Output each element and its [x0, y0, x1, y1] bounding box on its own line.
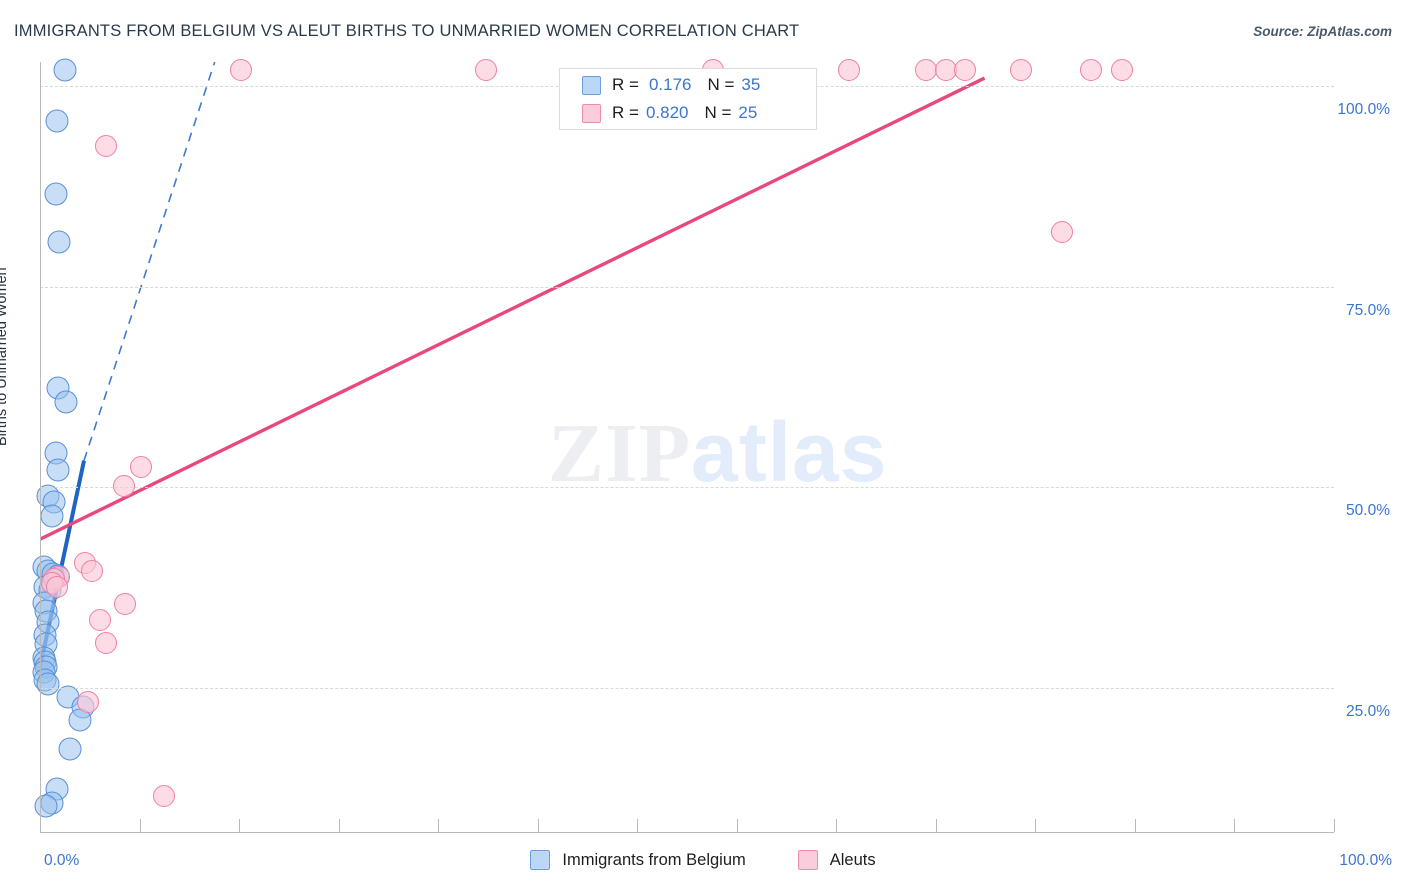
data-point[interactable] — [80, 559, 103, 582]
data-point[interactable] — [229, 59, 252, 82]
r-label-belgium: R = — [612, 75, 639, 94]
data-point[interactable] — [94, 631, 117, 654]
x-axis-tick — [239, 819, 241, 832]
data-point[interactable] — [837, 59, 860, 82]
x-axis-tick — [736, 819, 738, 832]
data-point[interactable] — [475, 59, 498, 82]
data-point[interactable] — [36, 672, 60, 696]
data-point[interactable] — [153, 784, 176, 807]
legend-label-belgium: Immigrants from Belgium — [562, 850, 746, 869]
y-axis-tick-label: 50.0% — [1346, 502, 1390, 520]
data-point[interactable] — [58, 737, 82, 761]
r-value-aleuts: 0.820 — [645, 103, 689, 122]
data-point[interactable] — [34, 794, 58, 818]
data-point[interactable] — [45, 109, 69, 133]
r-value-belgium: 0.176 — [648, 75, 692, 94]
legend-label-aleuts: Aleuts — [829, 850, 876, 869]
x-axis-line — [40, 832, 1334, 833]
y-axis-tick-label: 75.0% — [1346, 301, 1390, 319]
y-axis-tick-label: 100.0% — [1337, 101, 1390, 119]
x-axis-tick — [836, 819, 838, 832]
x-axis-tick — [537, 819, 539, 832]
legend-item-aleuts[interactable]: Aleuts — [797, 850, 876, 870]
x-axis-tick — [1035, 819, 1037, 832]
trendline — [40, 76, 986, 541]
plot-area — [32, 58, 1334, 832]
data-point[interactable] — [129, 456, 152, 479]
r-label-aleuts: R = — [612, 103, 639, 122]
data-point[interactable] — [113, 474, 136, 497]
legend-swatch-belgium-icon — [530, 850, 551, 870]
gridline — [40, 687, 1334, 689]
n-value-aleuts: 25 — [738, 103, 758, 122]
x-axis-tick — [1234, 819, 1236, 832]
y-axis-labels: 100.0% 75.0% 50.0% 25.0% — [1180, 62, 1396, 832]
data-point[interactable] — [1009, 59, 1032, 82]
x-axis-tick — [438, 819, 440, 832]
y-axis-title: Births to Unmarried Women — [0, 267, 10, 446]
gridline — [40, 487, 1334, 489]
n-label-aleuts: N = — [704, 103, 732, 122]
data-point[interactable] — [76, 691, 99, 714]
legend-item-belgium[interactable]: Immigrants from Belgium — [530, 850, 746, 870]
x-axis-tick — [139, 819, 141, 832]
x-axis-tick — [637, 819, 639, 832]
data-point[interactable] — [88, 609, 111, 632]
swatch-aleuts-icon — [582, 103, 601, 123]
stats-row-belgium: R = 0.176 N = 35 — [582, 72, 816, 98]
data-point[interactable] — [54, 390, 78, 414]
data-point[interactable] — [46, 458, 70, 482]
legend-swatch-aleuts-icon — [797, 850, 818, 870]
page-title: IMMIGRANTS FROM BELGIUM VS ALEUT BIRTHS … — [14, 22, 800, 40]
x-axis-tick — [1334, 819, 1335, 832]
correlation-stats-legend: R = 0.176 N = 35 R = 0.820 N = 25 — [559, 68, 817, 130]
data-point[interactable] — [44, 182, 68, 206]
stats-row-aleuts: R = 0.820 N = 25 — [582, 100, 816, 126]
n-label-belgium: N = — [707, 75, 735, 94]
data-point[interactable] — [53, 58, 77, 82]
x-axis-tick — [935, 819, 937, 832]
data-point[interactable] — [114, 593, 137, 616]
trendline-extension — [83, 62, 216, 461]
source-attribution: Source: ZipAtlas.com — [1253, 24, 1392, 39]
series-legend: Immigrants from Belgium Aleuts — [0, 850, 1406, 870]
data-point[interactable] — [1051, 221, 1074, 244]
x-axis-max-label: 100.0% — [1339, 852, 1392, 869]
data-point[interactable] — [954, 59, 977, 82]
y-axis-tick-label: 25.0% — [1346, 702, 1390, 720]
data-point[interactable] — [40, 504, 64, 528]
y-axis-line — [40, 62, 41, 832]
swatch-belgium-icon — [582, 75, 601, 95]
data-point[interactable] — [1110, 59, 1133, 82]
n-value-belgium: 35 — [741, 75, 761, 94]
data-point[interactable] — [1079, 59, 1102, 82]
gridline — [40, 286, 1334, 288]
x-axis-min-label: 0.0% — [44, 852, 80, 869]
x-axis-tick — [338, 819, 340, 832]
data-point[interactable] — [47, 230, 71, 254]
data-point[interactable] — [45, 576, 68, 599]
chart-canvas — [40, 62, 986, 668]
x-axis-tick — [40, 819, 41, 832]
x-axis-tick — [1134, 819, 1136, 832]
data-point[interactable] — [94, 135, 117, 158]
